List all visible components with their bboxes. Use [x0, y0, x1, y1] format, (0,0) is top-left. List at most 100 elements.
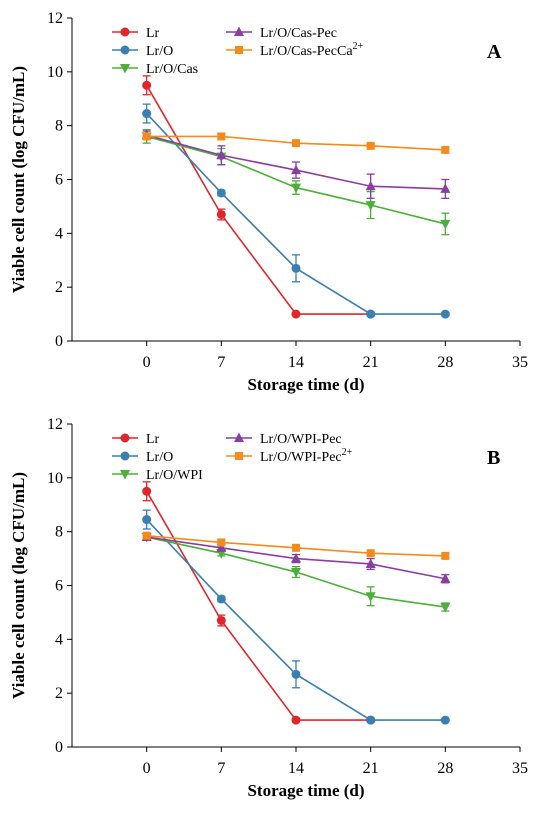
legend-label: Lr — [146, 432, 160, 447]
data-point — [441, 551, 450, 560]
x-tick-label: 28 — [437, 760, 453, 777]
legend-entry: Lr/O/Cas-PecCa2+ — [226, 41, 364, 59]
data-point — [142, 486, 152, 496]
data-point — [365, 180, 376, 191]
data-point — [291, 183, 301, 194]
x-axis-title: Storage time (d) — [247, 375, 364, 394]
data-point — [291, 309, 301, 319]
data-point — [142, 515, 152, 525]
data-point — [216, 615, 226, 625]
data-point — [216, 209, 226, 219]
x-axis-title: Storage time (d) — [247, 781, 364, 800]
y-tick-label: 8 — [55, 118, 63, 135]
series-4 — [141, 531, 451, 584]
y-axis-title: Viable cell count (log CFU/mL) — [9, 472, 28, 699]
y-tick-label: 12 — [47, 10, 63, 27]
x-tick-label: 35 — [512, 354, 528, 371]
legend-marker — [120, 451, 130, 461]
y-tick-label: 0 — [55, 333, 63, 350]
data-point — [291, 553, 301, 563]
series-line — [146, 135, 446, 225]
data-point — [217, 538, 226, 547]
data-point — [291, 568, 301, 578]
y-tick-label: 2 — [55, 279, 63, 296]
legend-entry: Lr — [112, 26, 160, 41]
data-point — [366, 715, 376, 725]
data-point — [365, 201, 376, 211]
data-point — [216, 594, 226, 604]
legend-label: Lr/O/WPI-Pec2+ — [260, 447, 353, 465]
legend-marker — [234, 432, 244, 442]
y-tick-label: 4 — [55, 225, 63, 242]
data-point — [142, 531, 151, 540]
data-point — [291, 263, 301, 273]
data-point — [366, 549, 375, 558]
legend-marker — [120, 45, 130, 55]
x-tick-label: 7 — [217, 354, 225, 371]
x-tick-label: 0 — [143, 760, 151, 777]
data-point — [441, 145, 450, 154]
data-point — [291, 164, 301, 175]
legend-marker — [120, 470, 130, 480]
y-tick-label: 0 — [55, 739, 63, 756]
data-point — [292, 543, 300, 552]
series-1 — [142, 481, 376, 725]
panel-a: 0 2 4 6 8 10 12 0 7 14 21 28 35 Storage time (d) Viabl… — [9, 10, 528, 394]
y-tick-label: 4 — [55, 631, 63, 648]
data-point — [291, 669, 301, 679]
x-tick-label: 14 — [288, 760, 304, 777]
legend-entry: Lr/O/WPI-Pec2+ — [226, 447, 353, 465]
data-point — [440, 183, 451, 193]
y-tick-label: 6 — [55, 578, 63, 595]
data-point — [365, 592, 376, 602]
legend-marker — [120, 64, 130, 74]
data-point — [217, 132, 226, 141]
series-line — [145, 490, 371, 721]
y-tick-label: 10 — [47, 470, 63, 487]
legend-marker — [235, 46, 243, 54]
data-point — [440, 309, 450, 319]
x-tick-label: 21 — [363, 354, 379, 371]
legend-entry: Lr/O — [112, 450, 173, 465]
data-point — [142, 132, 151, 141]
y-tick-label: 6 — [55, 172, 63, 189]
legend-label: Lr/O/WPI-Pec — [260, 432, 342, 447]
legend-label: Lr — [146, 26, 160, 41]
data-point — [366, 309, 376, 319]
panel-letter: A — [487, 41, 502, 63]
data-point — [142, 109, 152, 119]
x-tick-label: 28 — [437, 354, 453, 371]
panel-b: 0 2 4 6 8 10 12 0 7 14 21 28 35 Storage time (d) Viabl… — [9, 416, 528, 800]
series-5 — [142, 531, 450, 560]
x-tick-label: 21 — [363, 760, 379, 777]
legend-marker — [235, 452, 243, 460]
data-point — [440, 715, 450, 725]
legend-marker — [234, 26, 244, 36]
data-point — [365, 558, 376, 568]
legend-label: Lr/O — [146, 450, 173, 465]
legend-entry: Lr/O/WPI-Pec — [226, 432, 342, 447]
series-2 — [142, 509, 450, 725]
data-point — [216, 542, 227, 552]
legend-entry: Lr/O/Cas-Pec — [226, 26, 337, 41]
y-axis-title: Viable cell count (log CFU/mL) — [9, 66, 28, 293]
legend-entry: Lr/O/Cas — [112, 62, 198, 77]
panel-letter: B — [487, 447, 500, 469]
legend-entry: Lr — [112, 432, 160, 447]
data-point — [142, 80, 152, 90]
y-tick-label: 2 — [55, 685, 63, 702]
series-2 — [142, 103, 450, 319]
series-5 — [142, 132, 450, 154]
x-tick-label: 14 — [288, 354, 304, 371]
legend-label: Lr/O/WPI — [146, 468, 203, 483]
y-tick-label: 8 — [55, 524, 63, 541]
legend-entry: Lr/O — [112, 44, 173, 59]
data-point — [440, 603, 451, 613]
legend-label: Lr/O/Cas-Pec — [260, 26, 337, 41]
legend-label: Lr/O — [146, 44, 173, 59]
legend-label: Lr/O/Cas-PecCa2+ — [260, 41, 364, 59]
data-point — [440, 219, 451, 230]
x-tick-label: 35 — [512, 760, 528, 777]
data-point — [291, 715, 301, 725]
